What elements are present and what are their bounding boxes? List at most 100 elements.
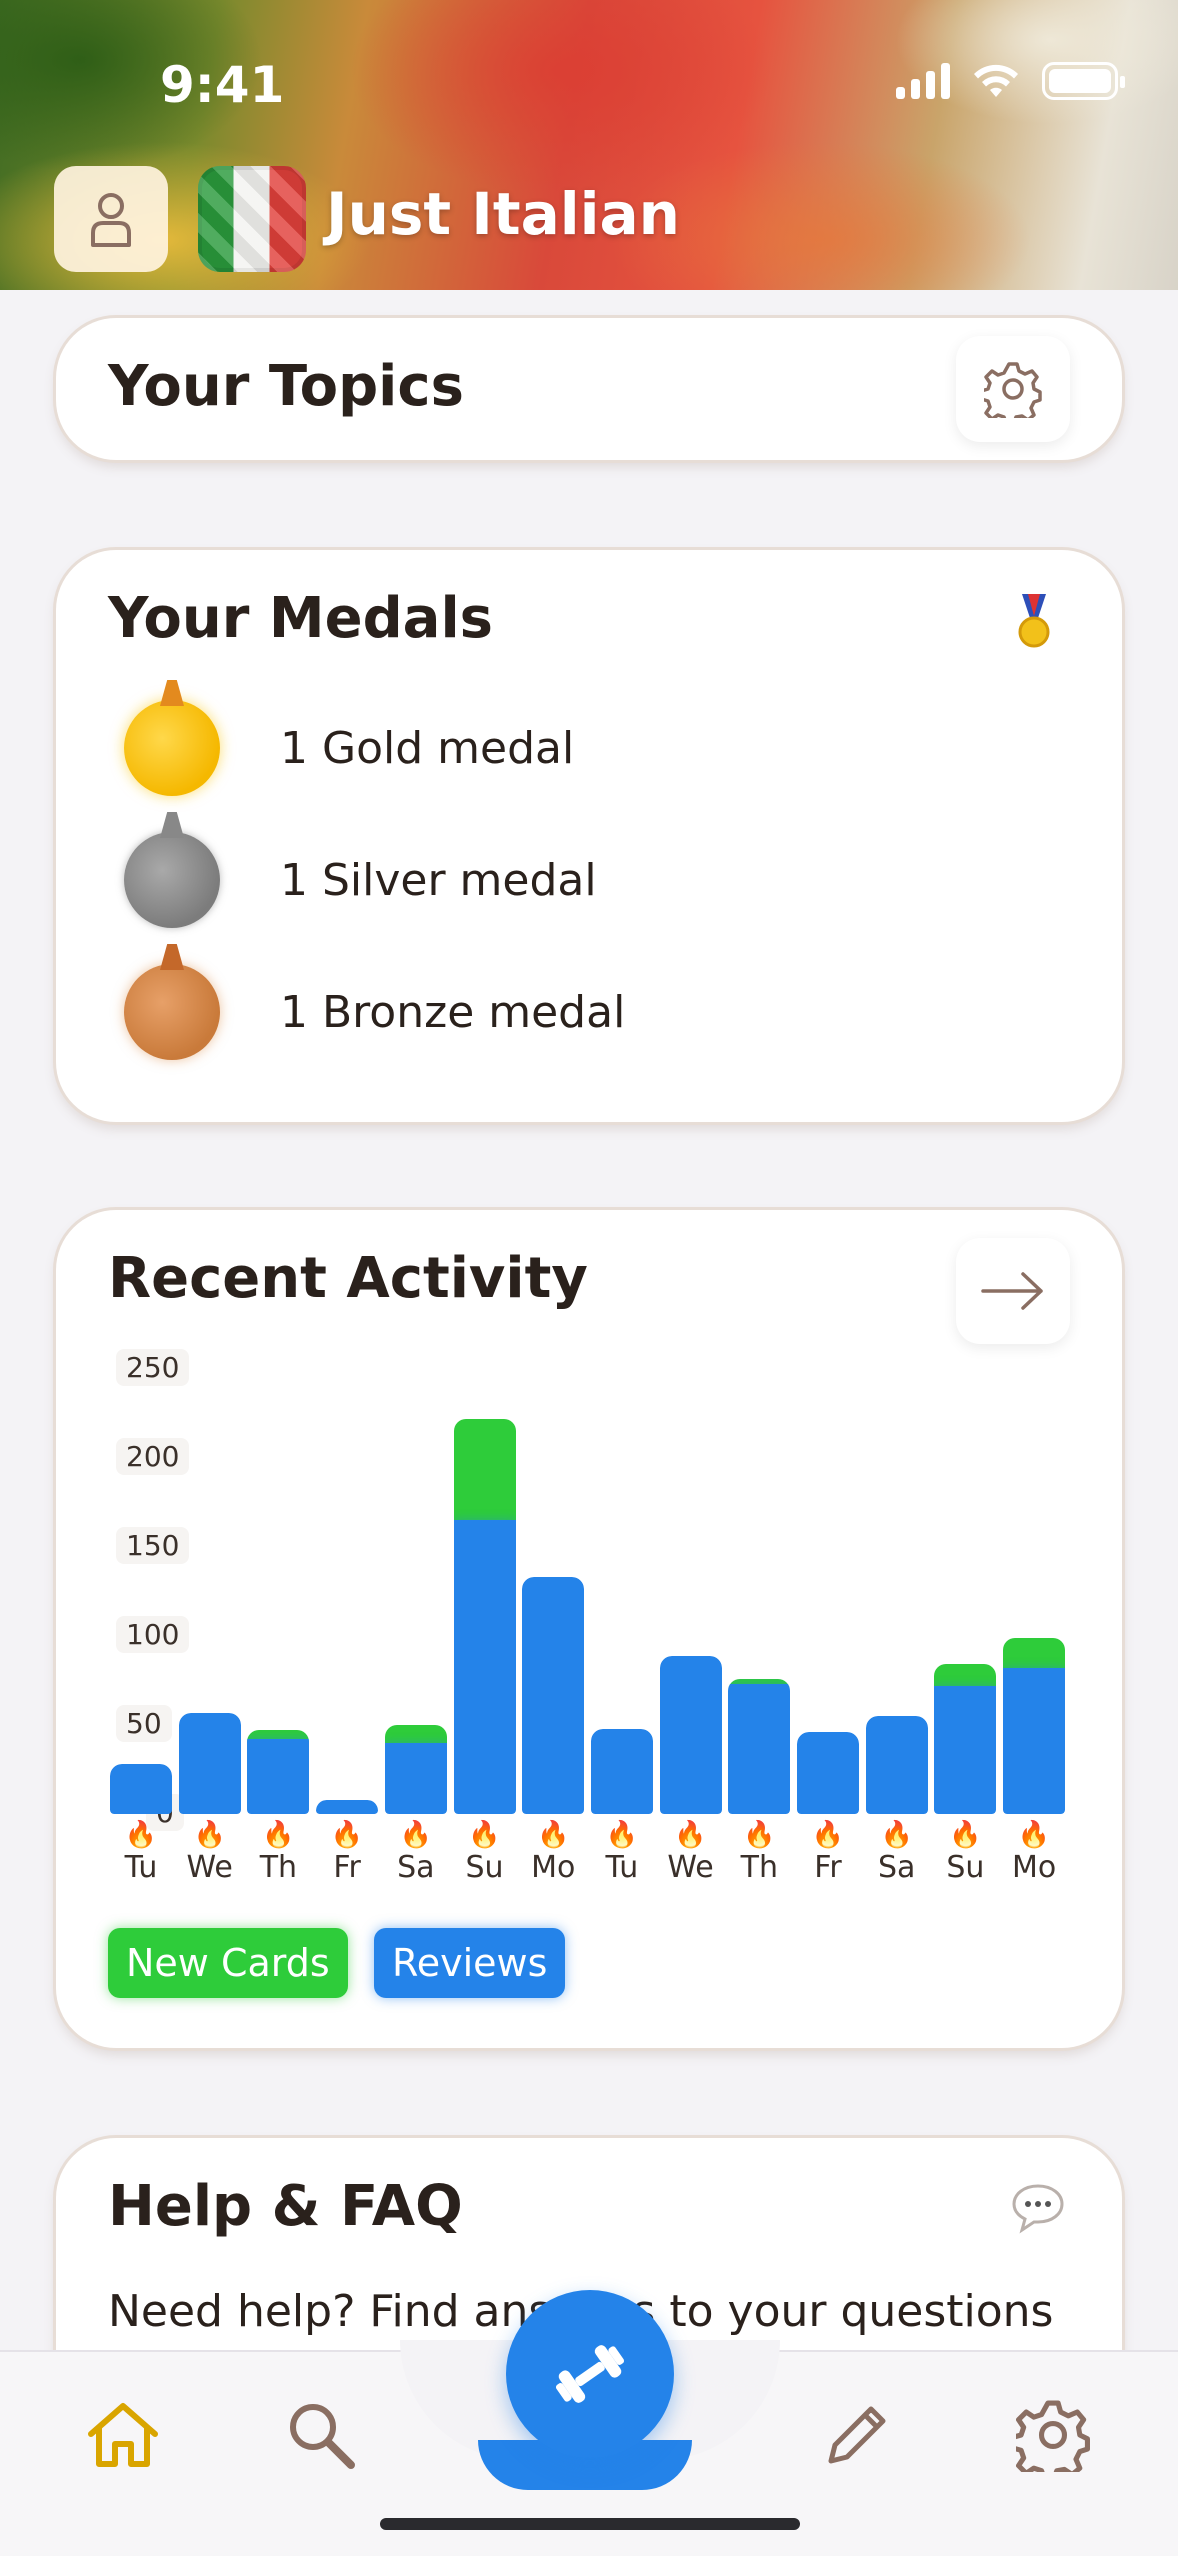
x-tick-label: Fr	[814, 1850, 842, 1885]
bar-reviews	[178, 1712, 241, 1814]
bronze-medal-icon	[124, 964, 220, 1060]
bar-new-cards	[728, 1678, 791, 1689]
topics-card[interactable]: Your Topics	[56, 318, 1122, 460]
activity-title: Recent Activity	[108, 1246, 588, 1311]
battery-icon	[1042, 62, 1125, 100]
bar-reviews	[934, 1685, 997, 1814]
medal-label: 1 Bronze medal	[280, 986, 626, 1038]
cellular-signal-icon	[896, 63, 950, 99]
arrow-right-icon	[981, 1272, 1043, 1310]
flame-icon: 🔥	[949, 1820, 982, 1850]
bar-reviews	[110, 1764, 172, 1814]
flame-icon: 🔥	[811, 1820, 845, 1850]
bar-column	[316, 1799, 379, 1814]
y-tick-label: 200	[116, 1438, 190, 1475]
bar-column	[247, 1730, 310, 1814]
x-tick-label: Mo	[531, 1850, 576, 1885]
y-tick-label: 150	[116, 1527, 190, 1564]
bar-reviews	[728, 1684, 791, 1814]
tab-home[interactable]	[78, 2390, 168, 2480]
bar-column	[590, 1728, 653, 1814]
home-icon	[88, 2403, 158, 2467]
header-banner: 9:41 Just Italian	[0, 0, 1178, 290]
bar-reviews	[797, 1732, 859, 1814]
x-tick-label: Sa	[877, 1850, 916, 1885]
bar-reviews	[659, 1655, 722, 1814]
tab-search[interactable]	[276, 2390, 366, 2480]
dumbbell-icon	[555, 2345, 625, 2403]
silver-medal-icon	[124, 832, 220, 928]
x-tick-label: Fr	[333, 1850, 361, 1885]
medals-title: Your Medals	[108, 586, 493, 651]
bar-reviews	[316, 1799, 379, 1814]
status-icons	[896, 62, 1125, 100]
app-title: Just Italian	[326, 180, 680, 248]
recent-activity-card[interactable]: Recent Activity 050100150200250🔥Tu🔥We🔥Th…	[56, 1210, 1122, 2048]
status-time: 9:41	[160, 56, 285, 114]
flame-icon: 🔥	[674, 1820, 707, 1850]
y-tick-label: 50	[116, 1705, 172, 1742]
medals-card[interactable]: Your Medals 1 Gold medal 1 Silver medal …	[56, 550, 1122, 1122]
bar-column	[659, 1655, 722, 1814]
wifi-icon	[974, 64, 1018, 97]
x-tick-label: Su	[946, 1850, 985, 1885]
medal-ribbon-icon	[1016, 594, 1052, 654]
gear-icon	[984, 362, 1042, 418]
help-title: Help & FAQ	[108, 2174, 463, 2239]
topics-settings-button[interactable]	[956, 336, 1070, 442]
bar-column	[453, 1418, 516, 1814]
user-icon	[91, 193, 131, 247]
bar-reviews	[865, 1716, 928, 1814]
bar-column	[110, 1764, 172, 1814]
bar-reviews	[247, 1739, 310, 1814]
bar-column	[934, 1664, 997, 1814]
bar-column	[178, 1712, 241, 1814]
bar-column	[865, 1716, 928, 1814]
x-tick-label: Tu	[124, 1850, 158, 1885]
bar-reviews	[522, 1577, 585, 1814]
bar-new-cards	[1003, 1637, 1066, 1673]
practice-fab-button[interactable]	[506, 2290, 674, 2458]
x-tick-label: Th	[740, 1850, 778, 1885]
y-tick-label: 100	[116, 1616, 190, 1653]
flame-icon: 🔥	[1017, 1820, 1051, 1850]
x-tick-label: Sa	[397, 1850, 435, 1885]
medal-row-gold: 1 Gold medal	[124, 700, 574, 796]
medal-label: 1 Silver medal	[280, 854, 597, 906]
gear-icon	[1016, 2400, 1090, 2472]
flame-icon: 🔥	[399, 1820, 432, 1850]
gold-medal-icon	[124, 700, 220, 796]
bar-new-cards	[384, 1725, 447, 1747]
bar-reviews	[384, 1742, 447, 1814]
x-tick-label: Th	[259, 1850, 298, 1885]
activity-bar-chart: 050100150200250🔥Tu🔥We🔥Th🔥Fr🔥Sa🔥Su🔥Mo🔥Tu🔥…	[56, 1210, 1122, 2048]
search-icon	[290, 2404, 355, 2469]
bar-reviews	[590, 1728, 653, 1814]
y-tick-label: 250	[116, 1349, 190, 1386]
legend-new-cards[interactable]: New Cards	[108, 1928, 348, 1998]
activity-open-button[interactable]	[956, 1238, 1070, 1344]
flame-icon: 🔥	[468, 1820, 501, 1850]
chat-bubble-icon	[1010, 2182, 1066, 2238]
medal-label: 1 Gold medal	[280, 722, 575, 774]
bar-column	[797, 1732, 859, 1814]
medal-row-bronze: 1 Bronze medal	[124, 964, 625, 1060]
x-tick-label: We	[186, 1850, 233, 1885]
bar-column	[384, 1725, 447, 1814]
tab-edit[interactable]	[812, 2390, 902, 2480]
bar-reviews	[1003, 1668, 1066, 1814]
medal-row-silver: 1 Silver medal	[124, 832, 597, 928]
bar-new-cards	[934, 1664, 997, 1690]
x-tick-label: We	[667, 1850, 714, 1885]
tab-settings[interactable]	[1008, 2390, 1098, 2480]
legend-reviews[interactable]: Reviews	[374, 1928, 566, 1998]
flame-icon: 🔥	[124, 1820, 158, 1850]
home-indicator	[380, 2518, 800, 2530]
bar-new-cards	[453, 1418, 516, 1525]
bar-column	[1003, 1637, 1066, 1814]
flame-icon: 🔥	[537, 1820, 570, 1850]
profile-button[interactable]	[54, 166, 168, 272]
x-tick-label: Tu	[605, 1850, 639, 1885]
x-tick-label: Su	[465, 1850, 504, 1885]
flame-icon: 🔥	[193, 1820, 226, 1850]
